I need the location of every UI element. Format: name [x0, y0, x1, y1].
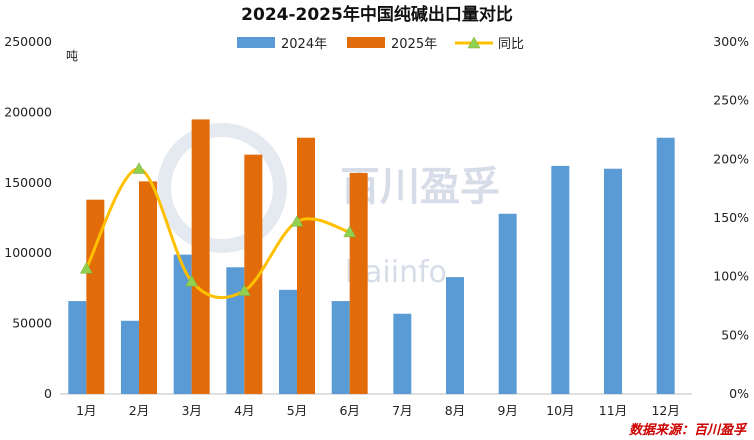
yoy-point-marker — [237, 284, 251, 296]
yoy-point-marker — [79, 261, 93, 274]
bar-2024 — [498, 213, 517, 394]
y-right-tick-label: 200% — [713, 151, 749, 166]
y-right-tick-label: 100% — [713, 269, 749, 284]
y-left-tick-label: 200000 — [4, 104, 52, 119]
y-right-tick-label: 0% — [729, 386, 749, 401]
bar-2024 — [173, 254, 192, 394]
y-left-tick-label: 50000 — [12, 316, 52, 331]
legend-label-2024: 2024年 — [281, 37, 327, 52]
y-right-tick-label: 250% — [713, 93, 749, 108]
x-tick-label: 3月 — [181, 403, 201, 418]
bar-2024 — [226, 267, 245, 394]
y-right-tick-label: 300% — [713, 34, 749, 49]
x-tick-label: 1月 — [76, 403, 96, 418]
yoy-point-marker — [343, 225, 357, 238]
bars — [68, 119, 675, 394]
yoy-point-marker — [290, 215, 304, 227]
source-note: 数据来源：百川盈孚 — [629, 422, 748, 438]
y-right-tick-label: 150% — [713, 210, 749, 225]
x-tick-label: 6月 — [339, 403, 359, 418]
bar-2025 — [86, 199, 105, 394]
bar-2025 — [349, 172, 368, 394]
bar-2025 — [139, 181, 157, 394]
x-tick-label: 11月 — [599, 403, 627, 418]
x-tick-label: 4月 — [234, 403, 254, 418]
legend-marker-yoy-icon — [467, 36, 481, 49]
axes: 0 50000 100000 150000 200000 250000 0% 50% 100% 1… — [4, 34, 749, 418]
y-left-tick-label: 250000 — [4, 34, 52, 49]
bar-2025 — [244, 154, 263, 394]
bar-2025 — [297, 137, 315, 394]
bar-2024 — [551, 165, 570, 394]
watermark: 百川盈孚 baiinfo — [157, 123, 500, 290]
legend-swatch-2025 — [347, 37, 385, 48]
x-tick-label: 12月 — [651, 403, 679, 418]
bar-2024 — [68, 301, 87, 394]
watermark-logo-icon — [157, 123, 287, 253]
bar-2024 — [331, 301, 350, 394]
bar-2024 — [279, 289, 297, 394]
legend-label-2025: 2025年 — [391, 37, 437, 52]
yoy-point-marker — [185, 274, 199, 287]
y-axis-unit: 吨 — [66, 49, 78, 63]
yoy-point-marker — [132, 162, 146, 174]
x-tick-label: 5月 — [287, 403, 307, 418]
bar-2024 — [604, 168, 622, 394]
chart-title: 2024-2025年中国纯碱出口量对比 — [241, 4, 513, 25]
legend: 2024年 2025年 同比 — [237, 36, 524, 52]
bar-2025 — [191, 119, 210, 394]
y-left-tick-label: 0 — [44, 386, 52, 401]
x-tick-label: 8月 — [445, 403, 465, 418]
yoy-line-series — [79, 162, 357, 300]
legend-swatch-2024 — [237, 37, 275, 48]
y-right-tick-label: 50% — [721, 327, 749, 342]
legend-label-yoy: 同比 — [498, 37, 524, 52]
y-left-tick-label: 100000 — [4, 245, 52, 260]
x-tick-label: 10月 — [546, 403, 574, 418]
bar-2024 — [656, 137, 675, 394]
x-tick-label: 2月 — [129, 403, 149, 418]
bar-2024 — [393, 313, 412, 394]
bar-2024 — [446, 277, 464, 394]
bar-2024 — [121, 320, 139, 394]
x-tick-label: 7月 — [392, 403, 412, 418]
x-tick-label: 9月 — [497, 403, 517, 418]
y-left-tick-label: 150000 — [4, 175, 52, 190]
